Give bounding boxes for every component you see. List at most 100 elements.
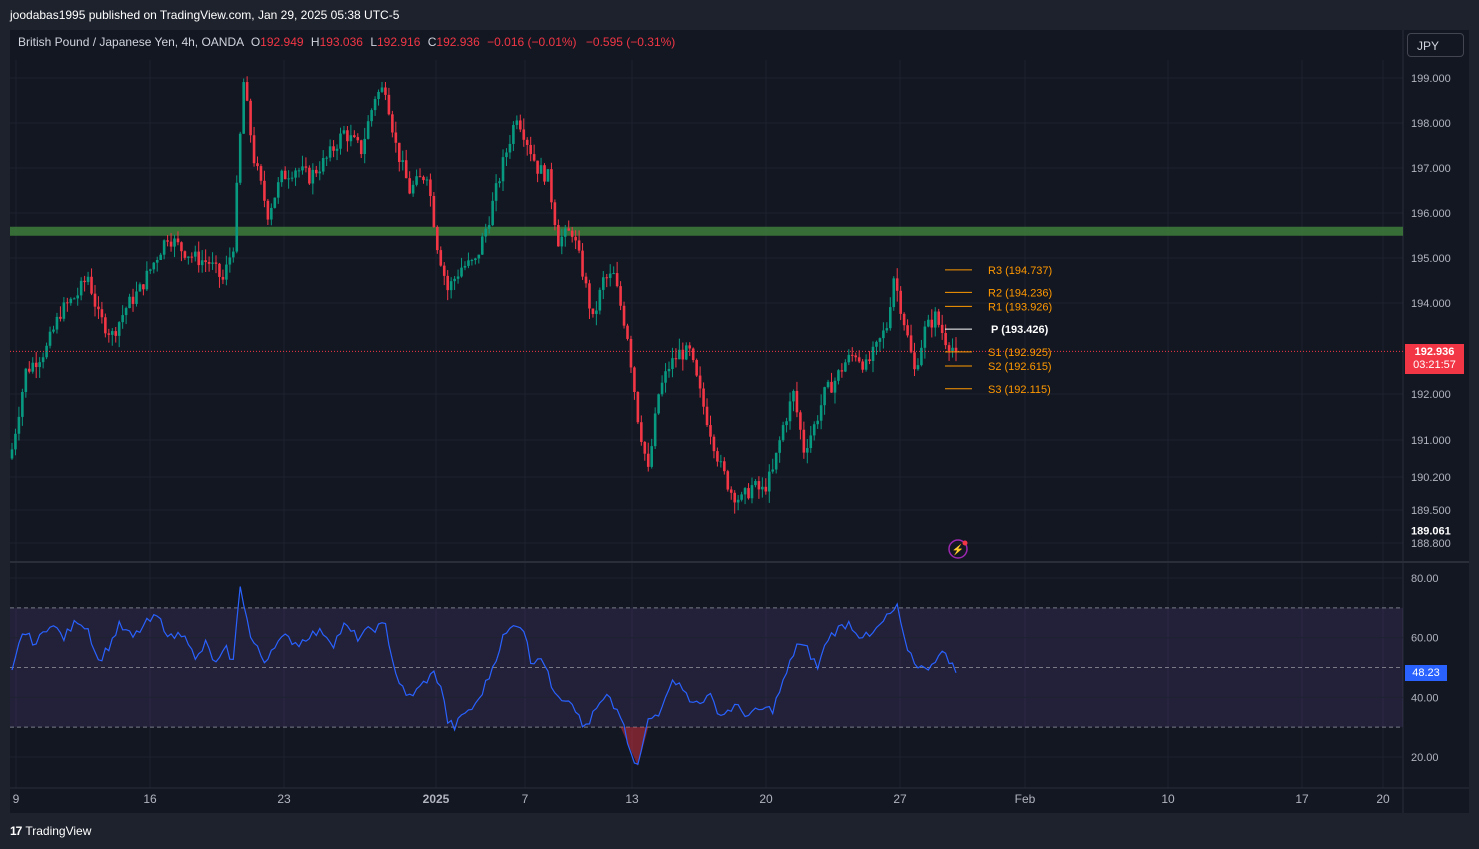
- candle-body: [595, 310, 598, 315]
- candle-body: [446, 275, 449, 291]
- candle-body: [335, 148, 339, 151]
- candle-body: [923, 326, 927, 348]
- candle-body: [283, 170, 287, 180]
- candle-body: [314, 169, 318, 174]
- candle-body: [24, 368, 28, 393]
- candle-body: [525, 139, 529, 145]
- lightning-icon: [948, 539, 968, 559]
- candle-body: [149, 269, 152, 271]
- publisher-bar: joodabas1995 published on TradingView.co…: [0, 0, 1479, 30]
- candle-body: [415, 176, 418, 185]
- candle-body: [889, 307, 892, 329]
- candle-body: [218, 263, 221, 277]
- tradingview-logo[interactable]: 17 TradingView: [10, 824, 91, 838]
- candle-body: [256, 163, 259, 167]
- open-value: 192.949: [260, 35, 304, 49]
- candle-body: [193, 251, 197, 257]
- price-axis-label: 191.000: [1411, 435, 1451, 447]
- candle-body: [847, 354, 851, 363]
- candle-body: [408, 178, 411, 194]
- candle-body: [187, 256, 190, 258]
- pivot-label-r3: R3 (194.737): [988, 265, 1052, 277]
- candle-body: [591, 308, 595, 315]
- candle-body: [342, 130, 346, 134]
- candle-body: [767, 471, 771, 492]
- candle-body: [138, 284, 142, 292]
- candle-body: [795, 390, 799, 413]
- candle-body: [221, 276, 225, 280]
- candle-body: [487, 225, 491, 229]
- price-axis-label: 198.000: [1411, 118, 1451, 130]
- candle-body: [761, 486, 764, 490]
- candle-body: [622, 305, 626, 326]
- candle-body: [373, 99, 377, 111]
- candle-body: [512, 124, 515, 144]
- price-axis-label: 188.800: [1411, 538, 1451, 550]
- candle-body: [449, 281, 453, 291]
- candle-body: [909, 335, 913, 353]
- candle-body: [757, 481, 761, 490]
- time-axis-label: 7: [522, 792, 529, 806]
- candle-body: [349, 135, 353, 142]
- candle-body: [477, 254, 481, 259]
- candle-body: [346, 130, 349, 142]
- candle-body: [854, 355, 858, 358]
- candle-body: [72, 298, 76, 300]
- price-axis-label: 189.500: [1411, 505, 1451, 517]
- candle-body: [276, 182, 280, 198]
- pivot-label-r1: R1 (193.926): [988, 301, 1052, 313]
- candle-body: [14, 433, 17, 450]
- candle-body: [947, 345, 951, 352]
- candle-body: [885, 328, 889, 331]
- candle-body: [816, 420, 819, 425]
- candles: [10, 76, 958, 514]
- candle-body: [363, 138, 367, 155]
- candle-body: [183, 251, 187, 258]
- candle-body: [913, 352, 916, 370]
- candle-body: [242, 82, 245, 134]
- candle-body: [280, 170, 284, 183]
- candle-body: [121, 315, 124, 323]
- candle-body: [93, 293, 97, 307]
- footer-bar: [0, 813, 1479, 849]
- pivot-label-s1: S1 (192.925): [988, 347, 1052, 359]
- candle-body: [626, 325, 629, 339]
- candle-body: [588, 283, 591, 309]
- grid-lines: [10, 60, 1403, 788]
- candle-body: [546, 169, 550, 182]
- candle-body: [294, 170, 297, 178]
- candle-body: [439, 250, 443, 266]
- currency-button[interactable]: JPY: [1407, 33, 1464, 57]
- candle-body: [359, 140, 363, 155]
- candle-body: [868, 359, 871, 362]
- candle-body: [605, 277, 609, 279]
- candle-body: [356, 137, 360, 141]
- candle-body: [619, 286, 622, 306]
- candle-body: [864, 359, 868, 370]
- candle-body: [107, 333, 111, 335]
- candle-body: [287, 178, 290, 180]
- candle-body: [69, 298, 73, 304]
- candle-body: [190, 256, 194, 258]
- candle-body: [245, 82, 249, 101]
- candle-body: [781, 425, 785, 441]
- candle-body: [100, 309, 104, 318]
- candle-body: [176, 238, 180, 243]
- symbol-title[interactable]: British Pound / Japanese Yen, 4h, OANDA: [18, 35, 244, 49]
- candle-body: [906, 325, 909, 336]
- time-axis-label: 20: [1376, 792, 1390, 806]
- candle-body: [308, 167, 311, 184]
- change-value: −0.016 (−0.01%): [487, 35, 577, 49]
- candle-body: [411, 184, 415, 194]
- candle-body: [48, 331, 52, 346]
- candle-body: [38, 362, 41, 368]
- rsi-value-tag: 48.23: [1405, 665, 1447, 681]
- candle-body: [695, 360, 698, 376]
- candle-body: [806, 448, 809, 453]
- candle-body: [657, 394, 660, 414]
- candle-body: [436, 226, 439, 251]
- candle-body: [920, 347, 923, 366]
- candle-body: [211, 262, 214, 264]
- rsi-axis-label: 60.00: [1411, 633, 1439, 645]
